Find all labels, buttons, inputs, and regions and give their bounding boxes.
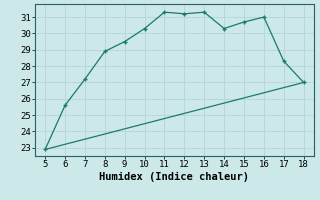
X-axis label: Humidex (Indice chaleur): Humidex (Indice chaleur): [100, 172, 249, 182]
